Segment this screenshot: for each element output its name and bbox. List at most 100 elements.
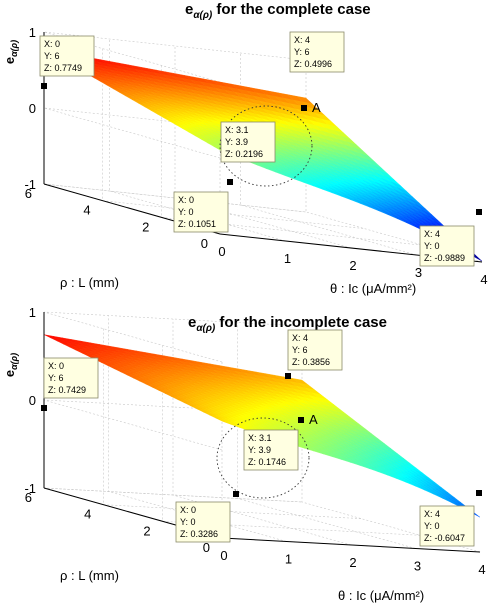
data-tip-x: X: 0 [178,195,194,205]
data-tip-marker [285,373,291,379]
z-tick-label: 0 [29,101,36,116]
data-tip-z: Z: 0.1746 [248,457,286,467]
y-tick-label: 4 [84,507,91,522]
data-tip-box [39,35,95,77]
data-tip-marker [476,490,482,496]
y-tick-label: 2 [143,523,150,538]
data-tip-marker [476,209,482,215]
data-tip-box [287,329,343,371]
data-tip: X: 0 Y: 6 Z: 0.7429 [43,357,99,399]
x-axis-label: θ : Ic (μA/mm²) [330,281,416,296]
x-tick-label: 0 [220,548,227,563]
data-tip-marker [298,417,304,423]
y-tick-label: 6 [25,186,32,201]
data-tip-marker [227,179,233,185]
data-tip: X: 0 Y: 6 Z: 0.7749 [39,35,95,77]
data-tip-y: Y: 0 [178,207,194,217]
highlight-circle [219,105,313,187]
data-tip-z: Z: 0.7749 [44,63,82,73]
data-tip-z: Z: 0.3286 [180,529,218,539]
x-tick-label: 1 [284,251,291,266]
gridline [43,107,307,159]
data-tip-x: X: 4 [292,333,308,343]
data-tip-y: Y: 3.9 [248,445,271,455]
x-tick-label: 4 [480,272,487,287]
data-tip-y: Y: 6 [48,373,64,383]
chart-title: eα(ρ) for the complete case [185,1,371,21]
data-tip-x: X: 4 [424,229,440,239]
x-tick-label: 2 [349,258,356,273]
y-tick-label: 2 [142,219,149,234]
data-tip-marker [233,491,239,497]
data-tip-x: X: 0 [180,505,196,515]
x-tick-label: 4 [478,562,485,577]
data-tip-z: Z: 0.3856 [292,357,330,367]
x-tick-label: 1 [285,552,292,567]
y-tick-label: 4 [83,203,90,218]
data-tip: X: 4 Y: 0 Z: -0.9889 [419,225,475,267]
data-tip-box [419,225,475,267]
gridline [43,31,307,83]
data-tip: X: 4 Y: 0 Z: -0.6047 [419,505,475,547]
z-tick-label: -1 [24,177,36,192]
data-tip-marker [41,83,47,89]
data-tip: X: 0 Y: 0 Z: 0.3286 [175,501,231,543]
data-tip-y: Y: 6 [294,47,310,57]
z-tick-label: -1 [24,481,36,496]
data-tip-y: Y: 3.9 [225,137,248,147]
z-axis-label: eα(ρ) [2,40,19,64]
data-tip-y: Y: 0 [180,517,196,527]
x-tick-label: 3 [415,265,422,280]
y-tick-label: 0 [201,236,208,251]
x-axis [221,537,481,553]
data-tip-marker [301,105,307,111]
data-tip-y: Y: 0 [424,521,440,531]
data-tip-box [43,357,99,399]
x-tick-label: 3 [414,559,421,574]
surface-panel-1: 0 1 2 3 4 0 2 4 6-1 0 1 eα(ρ) for the complete case… [2,1,488,296]
y-axis-label: ρ : L (mm) [60,568,119,583]
z-axis-label: eα(ρ) [2,353,19,377]
y-tick-label: 6 [25,490,32,505]
x-tick-label: 2 [349,555,356,570]
data-tip-box [289,31,345,73]
data-tip-z: Z: 0.7429 [48,385,86,395]
gridline [43,487,303,539]
data-tip-z: Z: -0.6047 [424,533,465,543]
data-tip-x: X: 0 [44,39,60,49]
data-tip-x: X: 3.1 [248,433,272,443]
data-tip: X: 4 Y: 6 Z: 0.3856 [287,329,343,371]
data-tip-y: Y: 6 [44,51,60,61]
data-tip-z: Z: 0.1051 [178,219,216,229]
z-tick-label: 1 [29,25,36,40]
data-tip-z: Z: -0.9889 [424,253,465,263]
data-tip-box [220,121,276,163]
data-tip: X: 3.1 Y: 3.9 Z: 0.1746 [243,429,299,471]
data-tip: X: 3.1 Y: 3.9 Z: 0.2196 [220,121,276,163]
y-axis-label: ρ : L (mm) [60,275,119,290]
data-tip: X: 0 Y: 0 Z: 0.1051 [173,191,229,233]
point-label: A [309,412,318,427]
z-tick-label: 1 [29,305,36,320]
point-label: A [312,100,321,115]
data-tip-box [243,429,299,471]
data-tip-marker [41,405,47,411]
data-tip-z: Z: 0.4996 [294,59,332,69]
chart-title: eα(ρ) for the incomplete case [188,314,387,334]
data-tip-box [173,191,229,233]
data-tip-x: X: 0 [48,361,64,371]
x-tick-label: 0 [218,244,225,259]
y-tick-label: 0 [203,540,210,555]
surface-panel-2: 0 1 2 3 4 0 2 4 6-1 0 1 eα(ρ) for the incomplete ca… [2,305,486,603]
data-tip-y: Y: 0 [424,241,440,251]
gridline [162,345,421,536]
data-tip-x: X: 3.1 [225,125,249,135]
surface [43,334,481,518]
data-tip: X: 4 Y: 6 Z: 0.4996 [289,31,345,73]
data-tip-x: X: 4 [424,509,440,519]
data-tip-x: X: 4 [294,35,310,45]
data-tip-z: Z: 0.2196 [225,149,263,159]
z-tick-label: 0 [29,393,36,408]
data-tip-box [175,501,231,543]
